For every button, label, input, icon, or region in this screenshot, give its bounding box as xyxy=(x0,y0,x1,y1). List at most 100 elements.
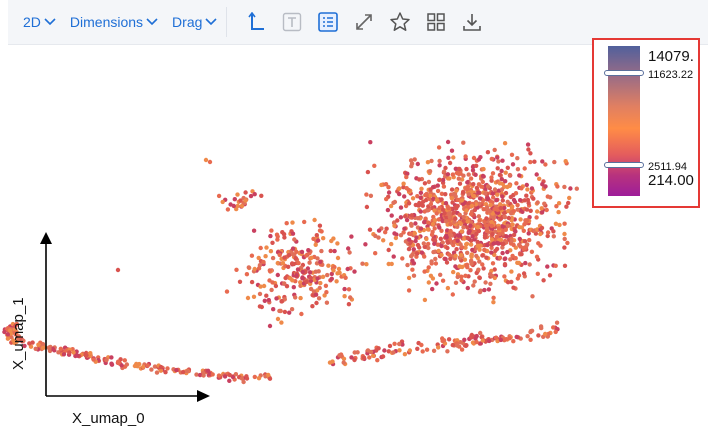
scatter-point xyxy=(522,166,527,171)
scatter-point xyxy=(457,181,463,186)
scatter-point xyxy=(469,332,474,338)
scatter-point xyxy=(531,196,536,201)
umap-scatter-plot[interactable] xyxy=(0,45,708,428)
scatter-point xyxy=(398,215,404,220)
view-mode-label: 2D xyxy=(23,14,41,30)
scatter-point xyxy=(425,207,430,213)
scatter-point xyxy=(447,252,452,257)
scatter-point xyxy=(322,293,327,298)
scatter-point xyxy=(392,223,397,228)
scatter-point xyxy=(352,357,357,363)
scatter-point xyxy=(395,218,400,223)
scatter-point xyxy=(478,155,483,160)
scatter-point xyxy=(432,241,437,246)
scatter-point xyxy=(445,349,450,354)
scatter-point xyxy=(439,228,444,233)
axes-icon[interactable] xyxy=(245,11,267,33)
scatter-point xyxy=(511,209,516,214)
download-icon[interactable] xyxy=(461,11,483,33)
scatter-point xyxy=(252,374,257,380)
scatter-point xyxy=(488,281,493,286)
toolbar-divider xyxy=(226,7,228,37)
scatter-point xyxy=(490,171,496,176)
scatter-point xyxy=(406,275,412,281)
view-mode-dropdown[interactable]: 2D xyxy=(23,14,56,30)
dimensions-dropdown[interactable]: Dimensions xyxy=(70,14,158,30)
scatter-point xyxy=(257,304,263,309)
scatter-point xyxy=(516,260,522,266)
grid-icon[interactable] xyxy=(425,11,447,33)
scatter-point xyxy=(555,184,560,189)
scatter-point xyxy=(534,172,539,177)
scatter-point xyxy=(249,253,255,258)
scatter-point xyxy=(405,262,410,268)
scatter-point xyxy=(267,323,273,329)
scatter-point xyxy=(231,203,236,209)
scatter-point xyxy=(249,279,255,285)
scatter-point xyxy=(517,173,522,178)
scatter-point xyxy=(517,236,522,242)
scatter-point xyxy=(311,289,317,294)
scatter-point xyxy=(529,249,535,254)
scatter-point xyxy=(252,266,257,272)
scatter-point xyxy=(436,145,442,150)
scatter-point xyxy=(397,341,402,347)
scatter-point xyxy=(300,276,305,281)
scatter-point xyxy=(526,147,531,152)
scatter-point xyxy=(450,292,455,297)
scatter-point xyxy=(84,353,89,358)
scatter-point xyxy=(248,193,254,199)
scatter-point xyxy=(510,222,515,227)
scatter-point xyxy=(337,270,342,275)
scatter-point xyxy=(145,363,150,368)
scatter-point xyxy=(422,220,427,225)
scatter-point xyxy=(448,222,453,227)
scatter-point xyxy=(245,295,251,301)
scatter-point xyxy=(480,173,486,179)
legend-upper-handle[interactable] xyxy=(604,70,644,76)
scatter-point xyxy=(430,276,436,281)
scatter-point xyxy=(14,339,19,344)
legend-lower-handle[interactable] xyxy=(604,162,644,168)
scatter-point xyxy=(216,373,222,378)
scatter-point xyxy=(543,184,548,189)
scatter-point xyxy=(492,207,497,212)
scatter-point xyxy=(270,240,275,245)
scatter-point xyxy=(499,168,504,174)
expand-icon[interactable] xyxy=(353,11,375,33)
star-icon[interactable] xyxy=(389,11,411,33)
scatter-point xyxy=(376,346,381,351)
scatter-point xyxy=(308,286,314,292)
scatter-point xyxy=(513,256,518,261)
legend-list-icon[interactable] xyxy=(317,11,339,33)
scatter-point xyxy=(313,269,318,274)
scatter-point xyxy=(269,287,274,293)
scatter-point xyxy=(439,197,444,202)
text-icon[interactable] xyxy=(281,11,303,33)
scatter-point xyxy=(289,307,295,312)
scatter-point xyxy=(268,249,274,254)
scatter-point xyxy=(210,372,215,377)
scatter-point xyxy=(514,181,519,186)
scatter-point xyxy=(328,248,333,254)
scatter-point xyxy=(306,248,311,253)
scatter-point xyxy=(403,203,409,209)
scatter-point xyxy=(454,188,459,193)
scatter-point xyxy=(505,223,511,228)
scatter-point xyxy=(341,360,346,365)
scatter-point xyxy=(489,156,494,162)
scatter-point xyxy=(565,240,570,246)
scatter-point xyxy=(502,274,507,279)
scatter-point xyxy=(545,230,551,235)
y-axis-arrow-icon xyxy=(40,232,52,244)
scatter-point xyxy=(509,152,515,157)
scatter-point xyxy=(314,261,320,266)
scatter-point xyxy=(502,215,508,220)
drag-dropdown[interactable]: Drag xyxy=(172,14,217,30)
scatter-point xyxy=(324,300,330,305)
scatter-point xyxy=(294,249,299,254)
scatter-point xyxy=(480,253,485,258)
x-axis-arrow-icon xyxy=(197,390,210,402)
scatter-point xyxy=(201,373,206,378)
scatter-point xyxy=(394,232,399,237)
